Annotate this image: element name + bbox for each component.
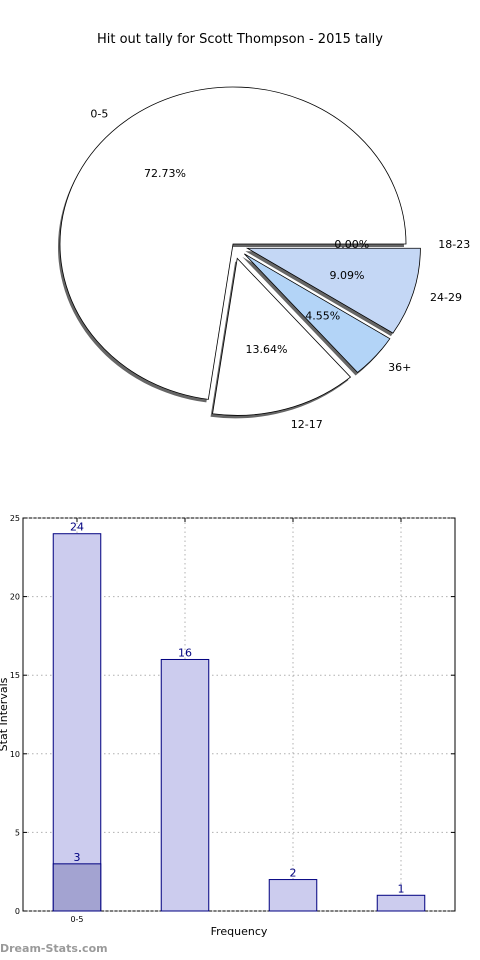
bar-value-label: 3: [74, 851, 81, 864]
pie-label-12-17: 12-17: [291, 418, 323, 431]
y-tick-label: 15: [10, 671, 20, 680]
y-tick-label: 5: [15, 828, 20, 837]
bar-value-label: 24: [70, 521, 84, 534]
bar-value-label: 16: [178, 646, 192, 659]
pie-label-18-23: 18-23: [438, 238, 470, 251]
pie-label-36+: 36+: [388, 361, 411, 374]
pie-slice-12-17: [212, 257, 352, 416]
y-axis-label: Stat Intervals: [0, 677, 10, 751]
pie-label-24-29: 24-29: [430, 291, 462, 304]
pie-pct-36+: 4.55%: [305, 310, 340, 323]
watermark: Dream-Stats.com: [0, 942, 108, 955]
bar-value-label: 1: [398, 882, 405, 895]
y-tick-label: 20: [10, 593, 20, 602]
pie-pct-24-29: 9.09%: [330, 269, 365, 282]
x-tick-label: 0-5: [70, 915, 83, 924]
pie-slice-0-5: [59, 86, 407, 400]
x-axis-label: Frequency: [211, 925, 268, 938]
y-tick-label: 10: [10, 750, 20, 759]
pie-label-0-5: 0-5: [90, 107, 108, 120]
pie-pct-12-17: 13.64%: [245, 343, 287, 356]
bar-0-0: [52, 533, 102, 912]
pie-slice-24-29: [245, 247, 421, 334]
pie-pct-0-5: 72.73%: [144, 167, 186, 180]
y-tick-label: 25: [10, 514, 20, 523]
pie-pct-18-23: 0.00%: [334, 238, 369, 251]
y-tick-label: 0: [15, 907, 20, 916]
bar-0-3: [376, 894, 426, 912]
bar-chart: 0 5 10 15 20 25 0-5 24 16 2 1 3 Frequency Stat Interv…: [0, 514, 456, 938]
pie-slice-36+: [244, 253, 391, 374]
bar-0-2: [268, 879, 318, 912]
pie-chart: 0-5 72.73% 12-17 13.64% 36+ 4.55% 24-29 9.09% 18…: [57, 86, 470, 431]
pie-title: Hit out tally for Scott Thompson - 2015 …: [97, 32, 383, 47]
bar-0-1: [160, 658, 210, 912]
bar-value-label: 2: [290, 867, 297, 880]
bar-1-0: [52, 863, 102, 912]
